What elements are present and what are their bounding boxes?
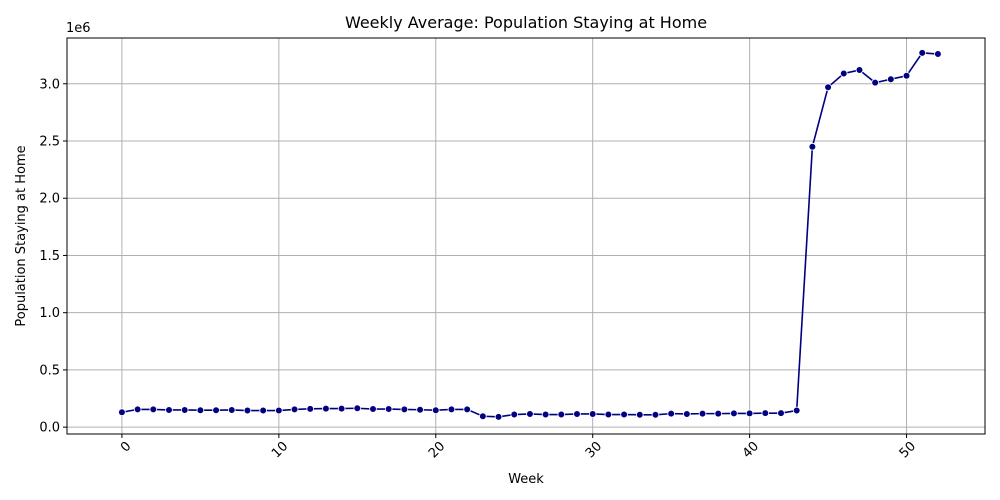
x-tick-label: 20	[426, 439, 448, 461]
data-point	[337, 404, 346, 413]
y-tick-label: 0.5	[39, 363, 60, 378]
data-point	[196, 406, 205, 414]
data-point	[369, 405, 377, 413]
data-point	[887, 75, 895, 84]
data-point	[698, 409, 707, 418]
y-offset-label: 1e6	[66, 21, 91, 36]
data-point	[290, 405, 299, 414]
data-point	[573, 410, 581, 418]
data-point	[902, 71, 911, 80]
data-point	[635, 410, 644, 419]
data-point	[384, 405, 393, 413]
data-point	[745, 409, 754, 418]
data-point	[651, 410, 660, 419]
data-point	[541, 410, 550, 419]
data-point	[620, 410, 628, 419]
data-point	[839, 69, 848, 78]
y-axis: 0.0 0.5 1.0 1.5 2.0 2.5 3.0	[39, 77, 67, 436]
data-point	[777, 409, 785, 417]
x-axis: 0 10 20 30 40 50	[118, 434, 919, 461]
data-point	[918, 49, 927, 57]
data-point	[714, 409, 723, 418]
data-point	[306, 405, 315, 413]
data-point	[227, 406, 236, 414]
data-point	[667, 409, 675, 418]
series	[118, 49, 942, 421]
data-point	[431, 406, 440, 414]
data-point	[447, 405, 456, 414]
data-point	[808, 142, 817, 151]
data-point	[322, 404, 330, 413]
x-tick-label: 0	[118, 439, 134, 455]
data-point	[588, 410, 597, 418]
data-point	[761, 409, 770, 417]
data-point	[416, 405, 424, 414]
data-point	[871, 78, 879, 87]
data-point	[730, 409, 738, 418]
data-point	[855, 66, 864, 74]
chart-title: Weekly Average: Population Staying at Ho…	[345, 13, 707, 32]
y-tick-label: 3.0	[39, 77, 60, 92]
y-tick-label: 1.5	[39, 249, 60, 264]
data-point	[824, 83, 832, 92]
data-point	[149, 405, 158, 414]
grid	[67, 38, 985, 434]
y-tick-label: 1.0	[39, 306, 60, 321]
x-axis-label: Week	[508, 472, 544, 487]
data-point	[683, 410, 691, 418]
y-tick-label: 0.0	[39, 421, 60, 436]
data-point	[479, 412, 487, 421]
data-point	[934, 50, 942, 58]
data-point	[792, 406, 801, 415]
data-point	[526, 410, 534, 418]
data-point	[243, 406, 252, 415]
data-point	[510, 410, 519, 419]
series-line	[121, 52, 938, 418]
data-point	[180, 406, 189, 414]
y-tick-label: 2.5	[39, 135, 60, 150]
data-point	[353, 404, 362, 413]
x-tick-label: 30	[583, 439, 605, 461]
x-tick-label: 10	[269, 439, 291, 461]
y-tick-label: 2.0	[39, 192, 60, 207]
data-point	[494, 413, 503, 421]
data-point	[212, 406, 220, 414]
plot-frame	[66, 37, 986, 435]
data-point	[400, 405, 409, 414]
data-point	[165, 406, 173, 414]
x-tick-label: 50	[897, 439, 919, 461]
data-point	[604, 410, 613, 419]
data-point	[259, 406, 267, 415]
data-point	[275, 406, 283, 415]
data-point	[133, 405, 142, 414]
x-tick-label: 40	[740, 439, 762, 461]
data-point	[463, 405, 471, 414]
y-axis-label: Population Staying at Home	[14, 145, 29, 326]
data-point	[557, 410, 566, 419]
data-point	[118, 408, 126, 417]
